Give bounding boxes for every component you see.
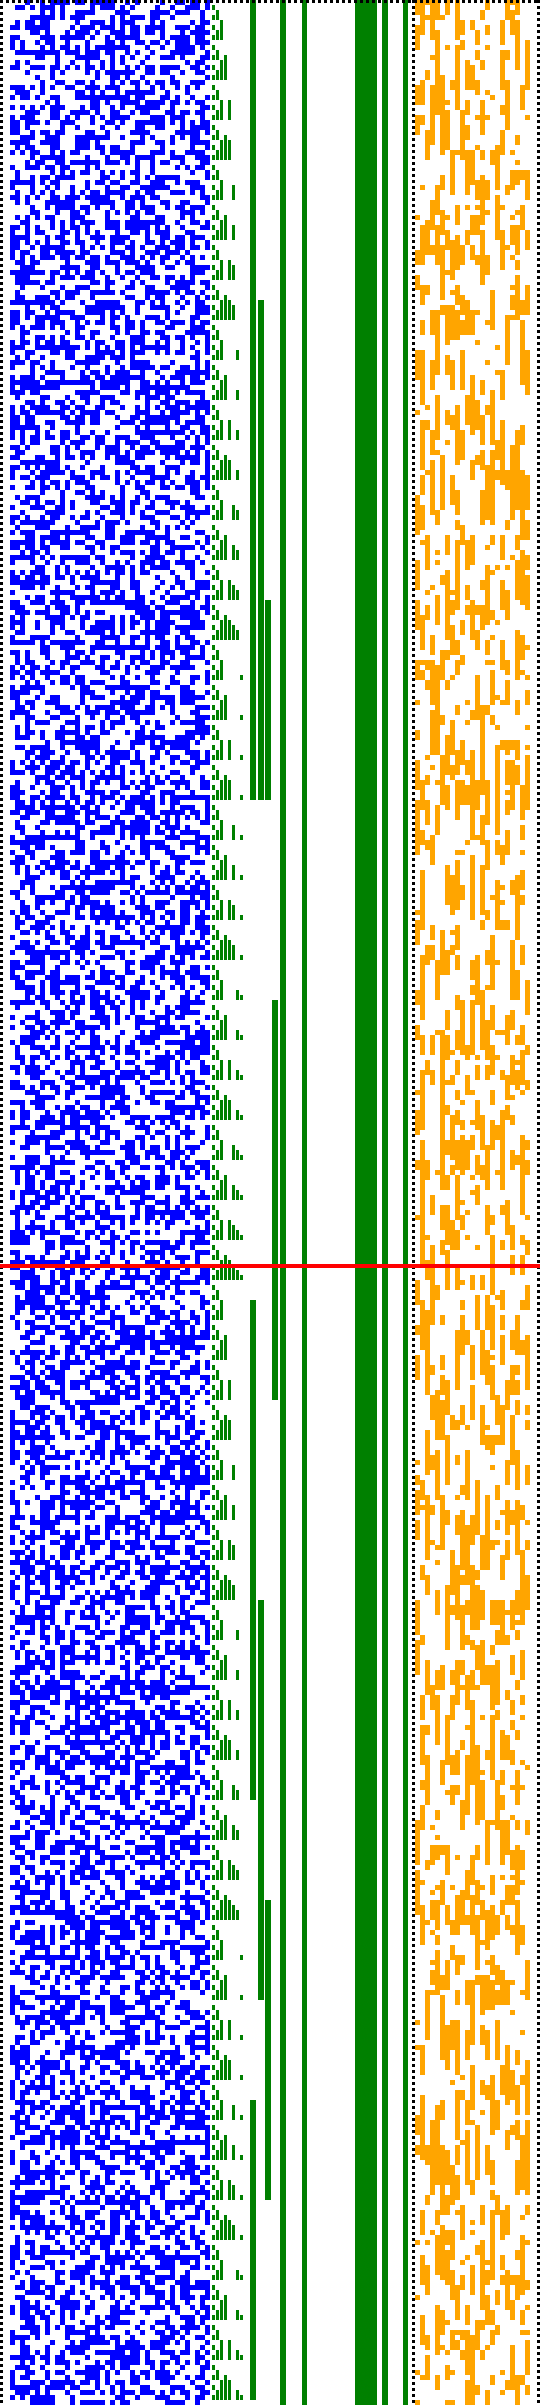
- red-divider-line: [0, 1264, 540, 1268]
- staircase-run: [265, 600, 271, 800]
- vertical-bar: [382, 0, 388, 2405]
- vertical-bar: [302, 0, 307, 2405]
- vertical-bars-panel: [280, 0, 408, 2405]
- right-noise-panel: [415, 0, 530, 2405]
- horizontal-divider: [0, 1264, 540, 1268]
- staircase-run: [250, 0, 256, 800]
- right-noise-cells: [415, 0, 530, 2405]
- left-noise-cells: [10, 0, 210, 2405]
- staircase-run: [250, 1300, 256, 1800]
- staircase-run: [258, 300, 264, 800]
- left-noise-panel: [10, 0, 210, 2405]
- vertical-bar: [355, 0, 377, 2405]
- staircase-run: [258, 1600, 264, 2000]
- vertical-bar: [403, 0, 408, 2405]
- staircase-run: [265, 1900, 271, 2200]
- staircase-run: [250, 2100, 256, 2400]
- vertical-bar: [280, 0, 286, 2405]
- staircase-panel: [212, 0, 278, 2400]
- staircase-run: [272, 1000, 278, 1400]
